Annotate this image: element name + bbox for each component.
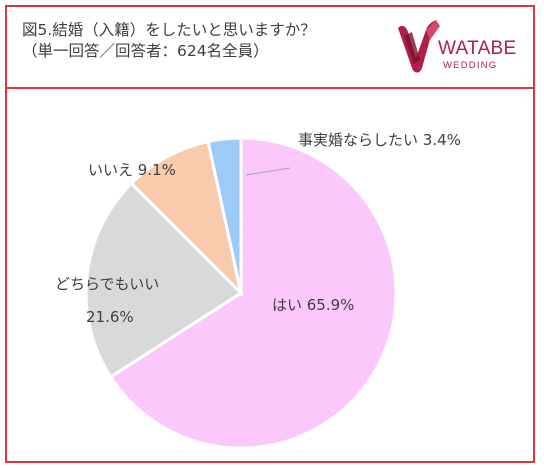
pie-slice-either: [84, 181, 244, 379]
leader-line: [245, 167, 291, 176]
title-line-1: 図5.結婚（入籍）をしたいと思いますか？: [22, 21, 316, 39]
title-line-2: （単一回答／回答者：624名全員）: [22, 42, 269, 60]
pie-slices: [84, 136, 398, 450]
brand-logo-wordmark: WATABE: [438, 38, 517, 59]
slice-label-no: いいえ 9.1%: [88, 161, 176, 179]
slice-label-yes: はい 65.9%: [272, 296, 354, 314]
pie-slice-common-law: [206, 136, 243, 294]
brand-logo-subtext: WEDDING: [443, 60, 498, 71]
header-divider: [5, 87, 535, 89]
chart-title: 図5.結婚（入籍）をしたいと思いますか？ （単一回答／回答者：624名全員）: [22, 20, 316, 62]
pie-slice-yes: [108, 136, 398, 450]
brand-logo-mark: [398, 20, 440, 73]
slice-label-common-law: 事実婚ならしたい 3.4%: [298, 131, 461, 149]
chart-frame: [5, 5, 535, 463]
pie-slice-no: [129, 139, 244, 298]
slice-label-either-name: どちらでもいい: [55, 275, 159, 293]
slice-label-either-value: 21.6%: [86, 308, 134, 326]
